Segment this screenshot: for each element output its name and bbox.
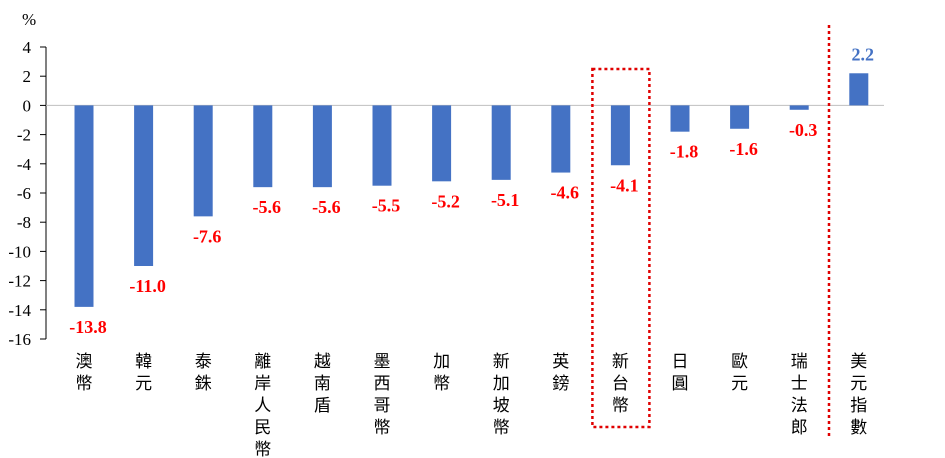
y-tick-label: -6 — [17, 184, 31, 203]
data-label: -5.2 — [431, 191, 460, 211]
y-tick-label: -16 — [8, 330, 31, 349]
y-tick-label: -8 — [17, 213, 31, 232]
data-label: 2.2 — [852, 44, 875, 64]
bar — [134, 105, 154, 267]
bar — [610, 105, 630, 166]
bar — [312, 105, 332, 188]
bar — [253, 105, 273, 188]
y-tick-label: -4 — [17, 155, 32, 174]
data-label: -13.8 — [69, 317, 107, 337]
bar — [74, 105, 94, 307]
y-tick-label: 0 — [23, 96, 32, 115]
y-axis: 4 2 0 -2 -4 -6 -8 -10 -12 -14 -16 — [8, 38, 47, 349]
category-label: 加幣 — [433, 352, 450, 394]
category-label: 澳幣 — [76, 352, 93, 394]
y-tick-label: 2 — [23, 67, 32, 86]
category-label: 歐元 — [731, 352, 748, 394]
bar — [849, 73, 869, 106]
y-tick-label: -12 — [8, 272, 31, 291]
category-label: 離岸人民幣 — [254, 352, 271, 458]
category-label: 美元指數 — [850, 352, 867, 438]
unit-label: % — [22, 10, 36, 29]
y-tick-label: -10 — [8, 242, 31, 261]
category-label: 墨西哥幣 — [374, 352, 391, 438]
y-tick-label: -14 — [8, 301, 31, 320]
bar — [491, 105, 511, 180]
y-tick-label: -2 — [17, 126, 31, 145]
data-label: -4.6 — [551, 183, 580, 203]
category-label: 泰銖 — [195, 352, 212, 394]
highlight-box — [591, 67, 651, 429]
data-label: -1.6 — [729, 139, 758, 159]
category-label: 越南盾 — [314, 352, 331, 416]
bars — [74, 73, 869, 307]
bar — [372, 105, 392, 186]
data-label: -11.0 — [129, 276, 166, 296]
data-label: -5.6 — [312, 197, 341, 217]
category-label: 韓元 — [135, 352, 152, 394]
value-labels: -13.8 -11.0 -7.6 -5.6 -5.6 -5.5 -5.2 -5.1 -4.6 -4… — [69, 44, 874, 337]
data-label: -5.1 — [491, 190, 520, 210]
bar — [551, 105, 571, 173]
category-label: 瑞士法郎 — [791, 352, 808, 438]
data-label: -5.6 — [253, 197, 282, 217]
category-label: 英鎊 — [552, 352, 569, 394]
data-label: -7.6 — [193, 226, 222, 246]
data-label: -5.5 — [372, 196, 401, 216]
bar — [789, 105, 809, 110]
category-label: 新台幣 — [612, 352, 629, 416]
bar — [730, 105, 750, 129]
category-label: 日圓 — [672, 352, 689, 394]
data-label: -4.1 — [610, 175, 639, 195]
bar — [432, 105, 452, 182]
category-label: 新加坡幣 — [493, 352, 510, 438]
data-label: -1.8 — [670, 142, 699, 162]
data-label: -0.3 — [789, 120, 818, 140]
bar — [193, 105, 213, 217]
y-tick-label: 4 — [23, 38, 32, 57]
bar — [670, 105, 690, 132]
